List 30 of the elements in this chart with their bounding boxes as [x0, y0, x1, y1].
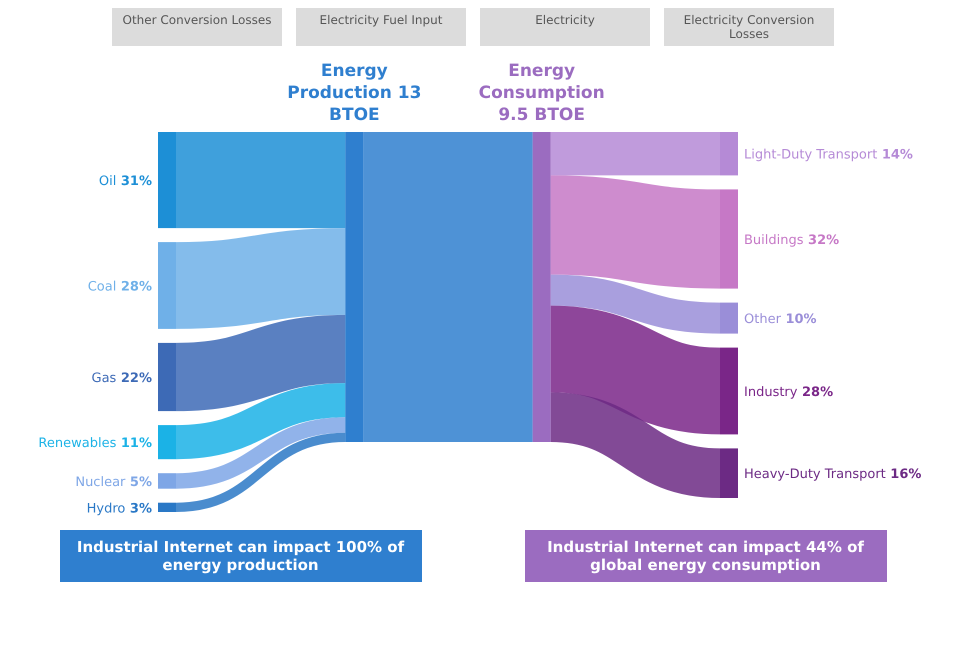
- data-label: 22%: [116, 371, 152, 386]
- text: Electricity: [480, 8, 650, 46]
- category-label: Heavy-Duty Transport: [744, 467, 886, 482]
- data-label: 31%: [116, 174, 152, 190]
- legend-label: Energy Consumption 9.5 BTOE: [478, 60, 606, 126]
- data-label: 16%: [886, 467, 922, 482]
- category-label: Industry: [744, 385, 798, 400]
- text: Industrial Internet can impact 44% of global energy consumption: [524, 530, 886, 582]
- data-label: 28%: [116, 280, 152, 294]
- category-label: Hydro: [86, 501, 126, 516]
- category-label: Light-Duty Transport: [744, 148, 878, 163]
- category-label: Nuclear: [75, 474, 126, 490]
- text: Electricity Conversion Losses: [664, 8, 834, 46]
- category-label: Other: [744, 312, 781, 328]
- legend-label: Energy Production 13 BTOE: [286, 60, 422, 126]
- text: Electricity Fuel Input: [296, 8, 466, 46]
- text: Other Conversion Losses: [112, 8, 282, 46]
- data-label: 14%: [877, 148, 913, 163]
- category-label: Gas: [92, 371, 116, 386]
- data-label: 32%: [804, 233, 840, 248]
- data-label: 10%: [780, 312, 817, 328]
- category-label: Renewables: [38, 436, 116, 452]
- data-label: 28%: [797, 385, 834, 400]
- data-label: 5%: [125, 474, 152, 490]
- data-label: 3%: [125, 501, 152, 516]
- category-label: Coal: [88, 280, 116, 294]
- category-label: Buildings: [744, 233, 804, 248]
- data-label: 11%: [116, 436, 152, 452]
- text: Industrial Internet can impact 100% of energy production: [60, 530, 422, 582]
- category-label: Oil: [98, 174, 116, 190]
